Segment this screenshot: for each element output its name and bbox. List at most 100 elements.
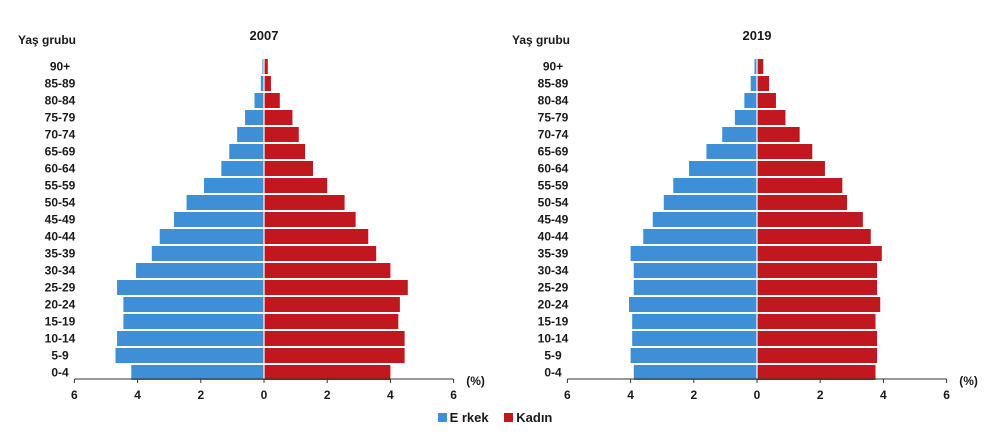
age-label-2007: 15-19 bbox=[45, 315, 76, 329]
legend-item-female: Kadın bbox=[504, 410, 552, 425]
bar-male-2007 bbox=[123, 314, 264, 329]
bar-male-2019 bbox=[632, 314, 757, 329]
x-tick-label-2019: 0 bbox=[754, 388, 761, 402]
bar-female-2007 bbox=[264, 263, 391, 278]
bar-female-2007 bbox=[264, 195, 345, 210]
age-label-2019: 0-4 bbox=[544, 366, 562, 380]
x-tick-label-2019: 4 bbox=[627, 388, 634, 402]
x-tick-label-2019: 2 bbox=[690, 388, 697, 402]
age-label-2019: 70-74 bbox=[538, 128, 569, 142]
bar-female-2007 bbox=[264, 76, 271, 91]
x-tick-label-2007: 0 bbox=[261, 388, 268, 402]
bar-female-2007 bbox=[264, 212, 356, 227]
bar-male-2007 bbox=[123, 297, 264, 312]
age-label-2019: 30-34 bbox=[538, 264, 569, 278]
bar-male-2019 bbox=[706, 144, 757, 159]
bar-female-2019 bbox=[757, 280, 878, 295]
age-label-2007: 40-44 bbox=[45, 230, 76, 244]
bar-female-2019 bbox=[757, 314, 876, 329]
bar-female-2007 bbox=[264, 348, 405, 363]
bar-female-2019 bbox=[757, 229, 871, 244]
chart-title-2019: 2019 bbox=[743, 28, 772, 43]
bar-female-2019 bbox=[757, 110, 786, 125]
bar-female-2019 bbox=[757, 59, 764, 74]
age-label-2007: 70-74 bbox=[45, 128, 76, 142]
x-tick-label-2007: 4 bbox=[134, 388, 141, 402]
bar-female-2007 bbox=[264, 280, 408, 295]
bar-female-2007 bbox=[264, 365, 391, 380]
age-label-2007: 20-24 bbox=[45, 298, 76, 312]
age-label-2007: 5-9 bbox=[51, 349, 69, 363]
bar-female-2007 bbox=[264, 127, 299, 142]
x-axis-unit-2019: (%) bbox=[959, 374, 978, 388]
bar-male-2019 bbox=[630, 348, 757, 363]
y-axis-title-2007: Yaş grubu bbox=[18, 33, 76, 47]
bar-male-2007 bbox=[159, 229, 264, 244]
bar-male-2007 bbox=[237, 127, 264, 142]
bar-female-2007 bbox=[264, 314, 399, 329]
bar-male-2019 bbox=[643, 229, 757, 244]
age-label-2007: 10-14 bbox=[45, 332, 76, 346]
bar-male-2019 bbox=[722, 127, 757, 142]
bar-female-2019 bbox=[757, 144, 813, 159]
bar-female-2019 bbox=[757, 178, 843, 193]
bar-male-2007 bbox=[131, 365, 264, 380]
bar-male-2007 bbox=[203, 178, 264, 193]
age-label-2007: 85-89 bbox=[45, 77, 76, 91]
bar-male-2019 bbox=[673, 178, 757, 193]
bar-female-2019 bbox=[757, 297, 881, 312]
legend-label-female: Kadın bbox=[516, 410, 553, 425]
bar-male-2007 bbox=[221, 161, 264, 176]
x-tick-label-2007: 4 bbox=[387, 388, 394, 402]
age-label-2019: 65-69 bbox=[538, 145, 569, 159]
age-label-2007: 50-54 bbox=[45, 196, 76, 210]
legend-item-male: E rkek bbox=[437, 410, 489, 425]
age-label-2019: 10-14 bbox=[538, 332, 569, 346]
bar-male-2019 bbox=[630, 246, 757, 261]
bar-male-2019 bbox=[750, 76, 757, 91]
bar-female-2007 bbox=[264, 144, 306, 159]
bar-female-2007 bbox=[264, 161, 313, 176]
age-label-2019: 35-39 bbox=[538, 247, 569, 261]
age-label-2007: 30-34 bbox=[45, 264, 76, 278]
age-label-2007: 65-69 bbox=[45, 145, 76, 159]
age-label-2007: 55-59 bbox=[45, 179, 76, 193]
bar-female-2019 bbox=[757, 212, 863, 227]
bar-male-2007 bbox=[186, 195, 264, 210]
x-tick-label-2019: 6 bbox=[943, 388, 950, 402]
x-tick-label-2007: 2 bbox=[197, 388, 204, 402]
age-label-2007: 0-4 bbox=[51, 366, 69, 380]
bar-female-2007 bbox=[264, 59, 268, 74]
age-label-2019: 90+ bbox=[543, 60, 563, 74]
x-tick-label-2007: 6 bbox=[71, 388, 78, 402]
bar-female-2007 bbox=[264, 229, 369, 244]
x-axis-unit-2007: (%) bbox=[466, 374, 485, 388]
bar-female-2007 bbox=[264, 246, 377, 261]
bar-female-2019 bbox=[757, 331, 878, 346]
y-axis-title-2019: Yaş grubu bbox=[512, 33, 570, 47]
bar-female-2019 bbox=[757, 246, 882, 261]
bar-male-2019 bbox=[629, 297, 757, 312]
bar-male-2007 bbox=[115, 348, 264, 363]
bar-male-2007 bbox=[117, 331, 264, 346]
age-label-2007: 45-49 bbox=[45, 213, 76, 227]
bar-male-2007 bbox=[229, 144, 264, 159]
bar-male-2007 bbox=[173, 212, 264, 227]
bar-female-2019 bbox=[757, 348, 878, 363]
age-label-2019: 85-89 bbox=[538, 77, 569, 91]
age-label-2007: 80-84 bbox=[45, 94, 76, 108]
bar-male-2019 bbox=[633, 365, 757, 380]
age-label-2007: 90+ bbox=[50, 60, 70, 74]
bar-female-2019 bbox=[757, 195, 848, 210]
age-label-2019: 40-44 bbox=[538, 230, 569, 244]
bar-male-2019 bbox=[633, 280, 757, 295]
bar-female-2019 bbox=[757, 76, 770, 91]
x-tick-label-2007: 2 bbox=[324, 388, 331, 402]
bar-male-2007 bbox=[136, 263, 264, 278]
age-label-2019: 15-19 bbox=[538, 315, 569, 329]
bar-female-2019 bbox=[757, 263, 878, 278]
age-label-2007: 60-64 bbox=[45, 162, 76, 176]
bar-male-2019 bbox=[633, 263, 757, 278]
age-label-2019: 50-54 bbox=[538, 196, 569, 210]
age-label-2019: 80-84 bbox=[538, 94, 569, 108]
